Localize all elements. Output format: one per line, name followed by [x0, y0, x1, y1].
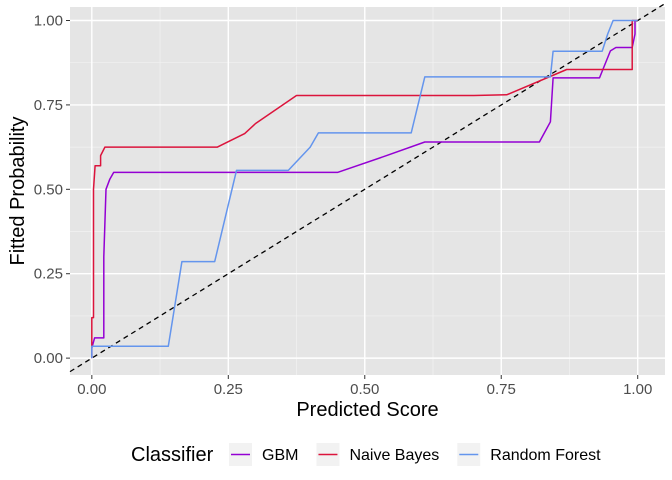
x-tick-label: 0.00 — [77, 381, 106, 398]
y-tick-label: 0.00 — [34, 350, 63, 367]
y-tick-label: 0.25 — [34, 266, 63, 283]
series-lines — [91, 19, 638, 359]
series-line-random-forest — [91, 19, 638, 359]
y-tick-label: 1.00 — [34, 13, 63, 30]
series-line-naive-bayes — [91, 19, 638, 359]
legend-label-gbm: GBM — [262, 447, 298, 464]
x-axis-title: Predicted Score — [296, 399, 438, 421]
major-gridlines — [70, 7, 665, 375]
y-axis-ticks: 0.00 0.25 0.50 0.75 1.00 — [34, 13, 70, 367]
x-tick-label: 0.25 — [214, 381, 243, 398]
series-line-gbm — [91, 20, 636, 359]
x-axis-ticks: 0.00 0.25 0.50 0.75 1.00 — [77, 375, 652, 398]
y-tick-label: 0.75 — [34, 97, 63, 114]
legend-label-naive-bayes: Naive Bayes — [349, 447, 439, 464]
x-tick-label: 0.75 — [487, 381, 516, 398]
y-tick-label: 0.50 — [34, 181, 63, 198]
legend-title: Classifier — [131, 444, 214, 466]
y-axis-title: Fitted Probability — [7, 117, 29, 266]
x-tick-label: 0.50 — [350, 381, 379, 398]
x-tick-label: 1.00 — [623, 381, 652, 398]
legend-label-random-forest: Random Forest — [490, 447, 601, 464]
legend: Classifier GBM Naive Bayes Random Forest — [131, 443, 601, 466]
plot-panel — [70, 7, 665, 375]
